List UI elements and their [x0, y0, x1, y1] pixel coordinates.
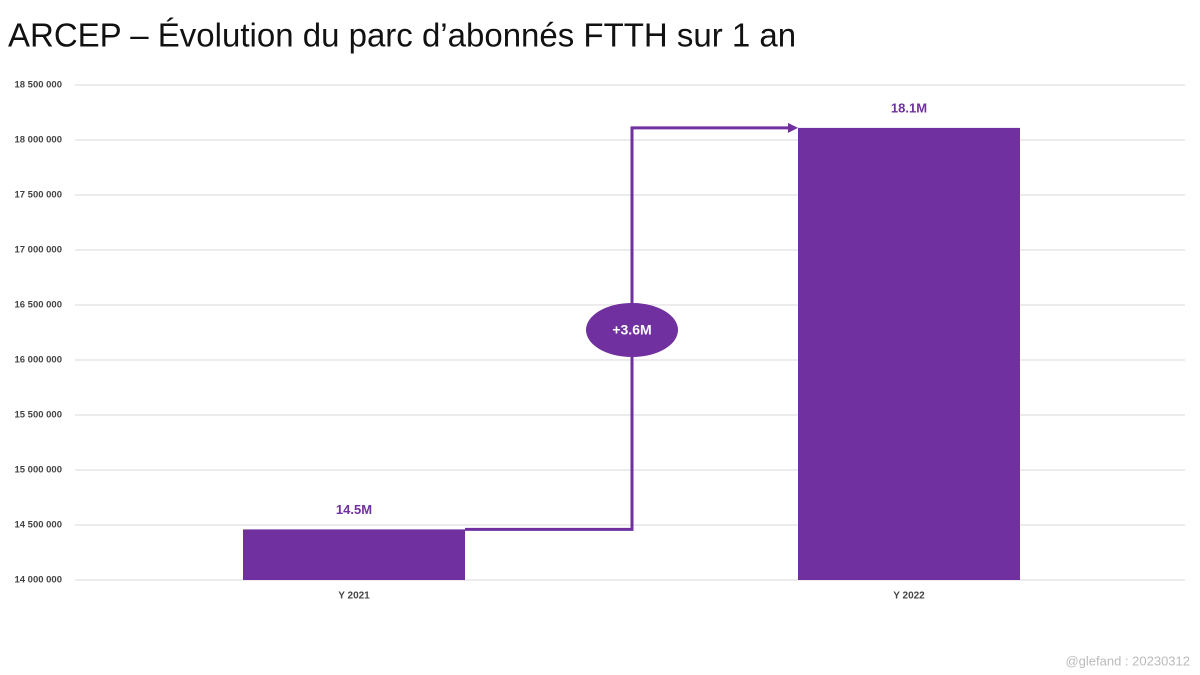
value-label: 18.1M [891, 100, 927, 115]
chart-title: ARCEP – Évolution du parc d’abonnés FTTH… [8, 17, 796, 54]
y-tick-label: 14 500 000 [14, 520, 62, 531]
footer: @glefand : 20230312 [1065, 653, 1190, 668]
y-tick-label: 15 500 000 [14, 410, 62, 421]
annotation: +3.6M [612, 322, 651, 338]
y-tick-label: 17 000 000 [14, 245, 62, 256]
annotation-bubble [586, 303, 678, 357]
y-tick-label: 16 000 000 [14, 355, 62, 366]
bar [798, 127, 1020, 581]
bar [243, 529, 465, 580]
value-label: 14.5M [336, 502, 372, 517]
y-tick-label: 14 000 000 [14, 575, 62, 586]
x-tick-label: Y 2021 [338, 591, 370, 602]
y-tick-label: 18 000 000 [14, 135, 62, 146]
y-tick-label: 16 500 000 [14, 300, 62, 311]
arrow-head [788, 122, 798, 133]
y-tick-label: 18 500 000 [14, 80, 62, 91]
x-tick-label: Y 2022 [893, 591, 925, 602]
y-tick-label: 15 000 000 [14, 465, 62, 476]
y-tick-label: 17 500 000 [14, 190, 62, 201]
